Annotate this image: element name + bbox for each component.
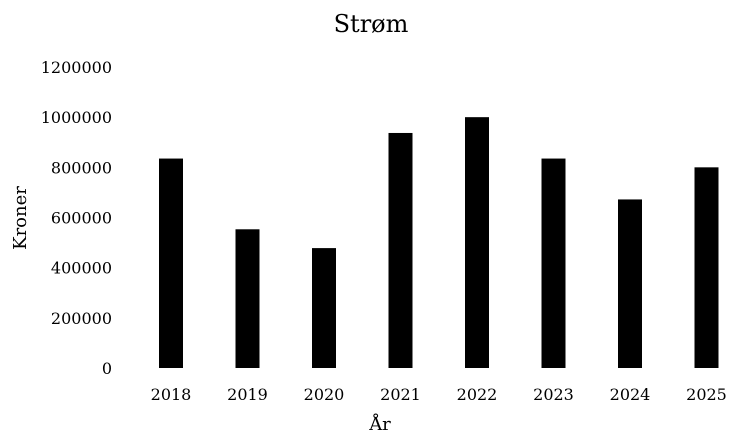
- x-tick-label: 2019: [227, 385, 268, 404]
- bar-2020: [312, 248, 336, 368]
- bar-2018: [159, 158, 183, 368]
- y-tick-label: 800000: [51, 158, 112, 177]
- x-axis-ticks: 2018 2019 2020 2021 2022 2023 2024 2025: [151, 385, 727, 404]
- y-tick-label: 0: [102, 359, 112, 378]
- bar-2022: [465, 117, 489, 369]
- x-tick-label: 2023: [533, 385, 574, 404]
- y-tick-label: 1200000: [41, 58, 112, 77]
- chart-title: Strøm: [334, 10, 409, 38]
- bar-2024: [618, 199, 642, 368]
- x-tick-label: 2021: [380, 385, 421, 404]
- bar-2023: [541, 158, 566, 368]
- x-tick-label: 2020: [304, 385, 345, 404]
- y-tick-label: 600000: [51, 209, 112, 228]
- bar-2019: [235, 229, 260, 368]
- y-tick-label: 1000000: [41, 108, 112, 127]
- y-tick-label: 400000: [51, 259, 112, 278]
- bar-2025: [694, 167, 719, 368]
- y-axis-ticks: 0 200000 400000 600000 800000 1000000 1200000: [41, 58, 112, 378]
- x-tick-label: 2024: [610, 385, 651, 404]
- y-tick-label: 200000: [51, 309, 112, 328]
- bars: [159, 117, 719, 369]
- x-tick-label: 2025: [686, 385, 727, 404]
- y-axis-label: Kroner: [10, 186, 31, 250]
- x-tick-label: 2022: [457, 385, 498, 404]
- x-tick-label: 2018: [151, 385, 192, 404]
- x-axis-label: År: [368, 413, 391, 435]
- bar-2021: [388, 132, 413, 368]
